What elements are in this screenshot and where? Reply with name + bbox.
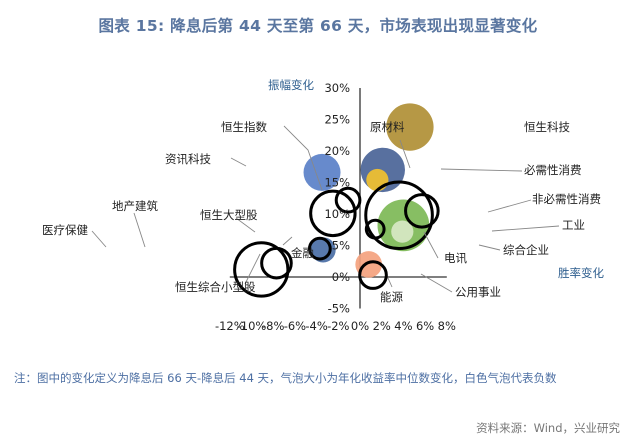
y-tick-label: 30% (324, 81, 350, 95)
leader-line (230, 157, 247, 167)
x-tick-label: -8% (262, 319, 284, 333)
bubble-label: 地产建筑 (112, 199, 158, 213)
bubble-point (366, 168, 389, 192)
leader-line (244, 253, 261, 285)
leader-line (91, 230, 107, 248)
y-tick-label: 0% (332, 270, 350, 284)
x-tick-label: -10% (237, 319, 267, 333)
chart-note: 注：图中的变化定义为降息后 66 天-降息后 44 天，气泡大小为年化收益率中位… (14, 371, 557, 385)
bubble-point (358, 260, 388, 290)
leader-line (478, 244, 501, 251)
x-tick-label: 0% (351, 319, 369, 333)
x-tick-label: -6% (284, 319, 306, 333)
y-tick-label: -5% (328, 302, 350, 316)
y-tick-label: 25% (324, 113, 350, 127)
leader-line (133, 212, 146, 248)
bubble-label: 综合企业 (503, 243, 549, 257)
chart-source: 资料来源：Wind，兴业研究 (476, 421, 620, 435)
bubble-point (233, 241, 290, 298)
bubble-label: 非必需性消费 (532, 192, 601, 206)
leader-line (420, 273, 453, 293)
bubble-point (334, 186, 362, 214)
leader-line (487, 199, 532, 213)
bubble-point (391, 220, 414, 243)
leader-line (423, 231, 439, 259)
x-tick-label: -12% (215, 319, 245, 333)
leader-line (440, 168, 523, 172)
bubble-point (364, 180, 434, 251)
y-axis-label: 振幅变化 (268, 78, 314, 92)
leader-line (399, 139, 411, 169)
bubble-point (386, 103, 434, 151)
bubble-point (307, 236, 332, 261)
bubble-label: 恒生指数 (221, 120, 267, 134)
bubble-point (309, 189, 357, 238)
bubble-label: 医疗保健 (42, 223, 88, 237)
y-tick-label: 10% (324, 207, 350, 221)
y-tick-label: 15% (324, 176, 350, 190)
leader-line (283, 125, 323, 191)
x-tick-label: 2% (373, 319, 391, 333)
bubble-point (404, 193, 440, 229)
y-tick-label: 5% (332, 239, 350, 253)
bubble-label: 资讯科技 (165, 152, 211, 166)
bubble-label: 能源 (380, 290, 403, 304)
bubble-label: 工业 (562, 218, 585, 232)
leader-line (387, 277, 393, 288)
leader-line (282, 236, 293, 246)
x-tick-label: -4% (305, 319, 327, 333)
leader-line (491, 225, 560, 232)
x-axis-label: 胜率变化 (558, 266, 604, 280)
leader-line (235, 217, 256, 233)
x-tick-label: -2% (327, 319, 349, 333)
leader-lines (91, 125, 560, 293)
bubble-label: 恒生科技 (524, 120, 570, 134)
x-tick-label: 8% (438, 319, 456, 333)
bubble-label: 恒生综合小型股 (175, 280, 256, 294)
bubble-label: 原材料 (370, 120, 405, 134)
bubbles (233, 103, 440, 298)
bubble-point (355, 251, 382, 278)
bubble-point (364, 218, 386, 240)
bubble-label: 电讯 (444, 251, 467, 265)
bubble-label: 公用事业 (455, 285, 501, 299)
bubble-label: 金融 (291, 246, 314, 260)
chart-title: 图表 15: 降息后第 44 天至第 66 天，市场表现出现显著变化 (98, 17, 538, 35)
x-tick-label: 6% (416, 319, 434, 333)
bubble-label: 必需性消费 (524, 163, 582, 177)
bubble-label: 恒生大型股 (200, 208, 258, 222)
y-tick-label: 20% (324, 144, 350, 158)
tick-labels: -12%-10%-8% -6% -4% -2% 0% 2% 4% 6% 8%-5%0%5%10%… (215, 78, 605, 333)
x-tick-label: 4% (394, 319, 412, 333)
